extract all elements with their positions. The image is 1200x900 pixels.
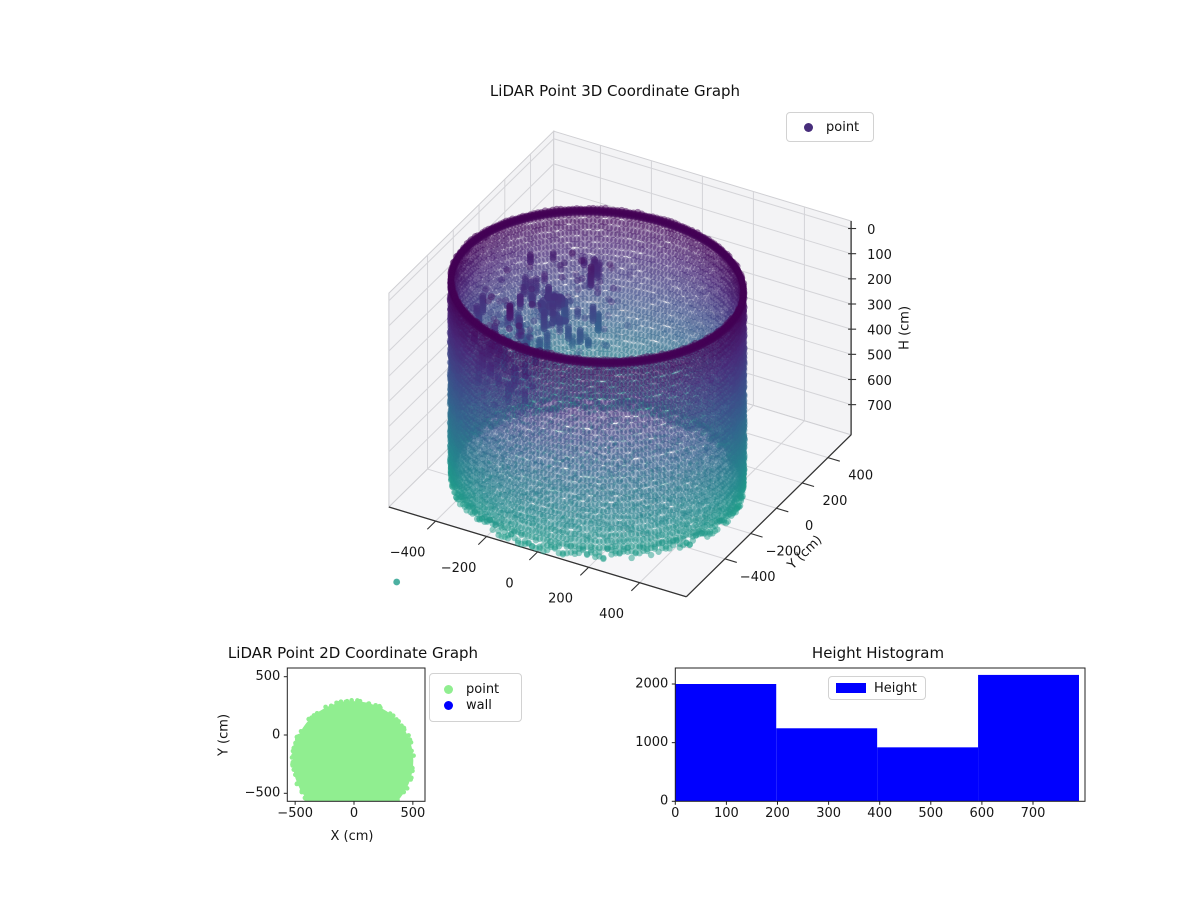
plot-2d-canvas: [210, 660, 460, 835]
histogram-title: Height Histogram: [811, 644, 945, 662]
legend-item-point: point: [444, 683, 521, 696]
legend-marker-point-2d: [444, 685, 453, 694]
plot-2d-title: LiDAR Point 2D Coordinate Graph: [227, 644, 479, 662]
legend-label-wall-2d: wall: [466, 698, 492, 713]
plot-3d-title: LiDAR Point 3D Coordinate Graph: [489, 82, 741, 100]
legend-label-height: Height: [874, 680, 917, 696]
plot-3d-legend: point: [786, 112, 874, 142]
legend-marker-height: [836, 683, 866, 693]
plot-2d-ylabel: Y (cm): [216, 713, 232, 757]
legend-marker-point-3d: [804, 122, 813, 132]
histogram-legend: Height: [828, 676, 926, 700]
plot-2d-legend: point wall: [429, 673, 522, 722]
plot-2d-xlabel: X (cm): [330, 829, 374, 844]
legend-item-wall: wall: [444, 699, 521, 712]
legend-marker-wall-2d: [444, 701, 453, 710]
plot-3d-canvas: [300, 130, 940, 640]
legend-label-point-3d: point: [826, 119, 860, 135]
legend-label-point-2d: point: [466, 682, 500, 697]
